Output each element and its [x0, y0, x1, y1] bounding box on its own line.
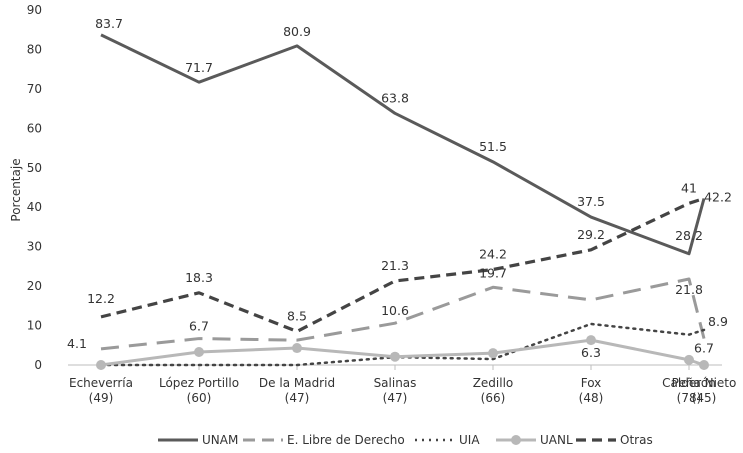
data-label: 18.3	[185, 270, 213, 285]
legend-label: UANL	[540, 433, 573, 447]
x-category-count: (47)	[285, 391, 310, 405]
series-marker	[96, 360, 106, 370]
data-label: 10.6	[381, 303, 409, 318]
series-marker	[390, 351, 400, 362]
x-category-count: (60)	[187, 391, 212, 405]
data-label: 6.3	[581, 345, 601, 360]
x-category-count: (49)	[89, 391, 114, 405]
legend-marker	[511, 435, 521, 445]
series-line-otras	[100, 197, 705, 334]
y-tick-label: 20	[27, 279, 42, 293]
x-category-label: López Portillo	[159, 376, 239, 390]
x-category-label: Echeverría	[69, 376, 133, 390]
data-label: 19.7	[479, 265, 507, 280]
y-axis-label: Porcentaje	[9, 158, 23, 221]
x-category-count: (78)	[677, 391, 702, 405]
series-line-unam	[100, 33, 706, 256]
data-label: 83.7	[95, 16, 123, 31]
x-category-label: De la Madrid	[259, 376, 335, 390]
y-tick-label: 50	[27, 161, 42, 175]
data-label: 63.8	[381, 90, 409, 105]
x-category-label: Zedillo	[473, 376, 514, 390]
y-tick-label: 40	[27, 200, 42, 214]
y-tick-label: 60	[27, 121, 42, 135]
data-label: 28.2	[675, 228, 703, 243]
data-label: 29.2	[577, 227, 605, 242]
data-label: 51.5	[479, 139, 507, 154]
series-line-uia	[99, 322, 706, 367]
legend-label: UNAM	[202, 433, 238, 447]
x-axis-categories: Echeverría(49) López Portillo(60) De la Ma…	[69, 365, 736, 405]
series-marker	[684, 354, 694, 365]
y-tick-label: 10	[27, 319, 42, 333]
x-category-count: (45)	[692, 391, 717, 405]
data-label: 12.2	[87, 291, 115, 306]
series-line-uanl	[100, 338, 705, 367]
x-category-label: Fox	[581, 376, 602, 390]
legend-label: UIA	[459, 433, 480, 447]
x-category-count: (66)	[481, 391, 506, 405]
data-label: 4.1	[67, 336, 87, 351]
y-axis-ticks: 0 10 20 30 40 50 60 70 80 90	[27, 3, 42, 372]
data-label: 80.9	[283, 24, 311, 39]
y-tick-label: 80	[27, 42, 42, 56]
data-labels: 83.7 71.7 80.9 63.8 51.5 37.5 28.2 42.2 4.1 6.7 10…	[67, 16, 732, 360]
data-label: 8.5	[287, 308, 307, 323]
data-label: 8.9	[708, 314, 728, 329]
x-category-label: Peña Nieto	[672, 376, 737, 390]
data-label: 6.7	[694, 341, 714, 356]
x-category-count: (47)	[383, 391, 408, 405]
data-label: 37.5	[577, 194, 605, 209]
series-lines	[96, 33, 709, 370]
x-category-count: (48)	[579, 391, 604, 405]
series-marker	[586, 335, 596, 346]
series-line-e-libre-de-derecho	[100, 277, 706, 351]
series-marker	[194, 346, 204, 357]
y-tick-label: 90	[27, 3, 42, 17]
y-tick-label: 70	[27, 82, 42, 96]
legend: UNAM E. Libre de Derecho UIA UANL Otras	[158, 433, 653, 447]
x-category-label: Salinas	[374, 376, 417, 390]
data-label: 6.7	[189, 319, 209, 334]
series-marker	[292, 343, 302, 354]
legend-label: E. Libre de Derecho	[287, 433, 405, 447]
x-category-label: Calderón	[662, 376, 716, 390]
series-marker	[699, 360, 709, 370]
legend-label: Otras	[620, 433, 653, 447]
y-tick-label: 30	[27, 240, 42, 254]
data-label: 42.2	[704, 190, 732, 205]
data-label: 21.3	[381, 258, 409, 273]
series-marker	[488, 348, 498, 359]
data-label: 21.8	[675, 282, 703, 297]
y-tick-label: 0	[34, 358, 42, 372]
data-label: 24.2	[479, 247, 507, 262]
data-label: 41	[681, 180, 697, 195]
data-label: 71.7	[185, 60, 213, 75]
